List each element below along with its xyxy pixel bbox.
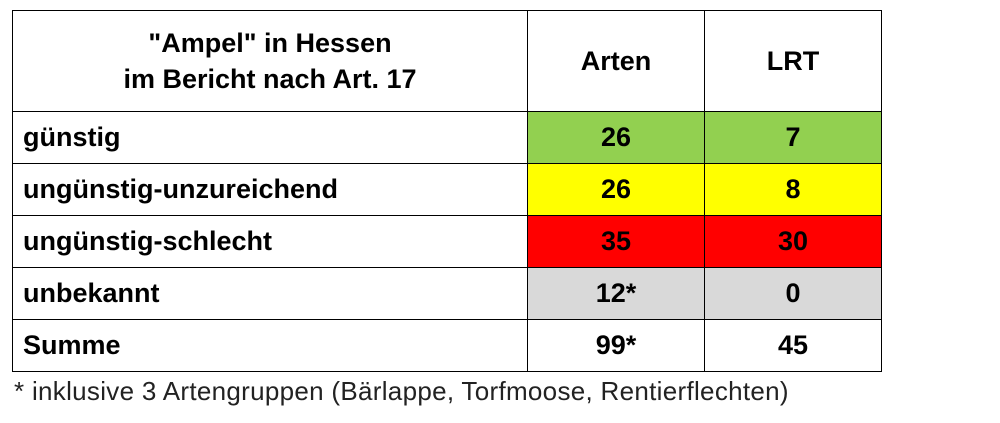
row: ungünstig-schlecht 35 30 xyxy=(12,215,882,268)
column-header: LRT xyxy=(704,10,882,112)
row: günstig 26 7 xyxy=(12,111,882,164)
cell: 45 xyxy=(704,319,882,372)
title-line: "Ampel" in Hessen xyxy=(148,28,392,58)
cell: 35 xyxy=(527,215,705,268)
cell: 99* xyxy=(527,319,705,372)
header-row: "Ampel" in Hessen im Bericht nach Art. 17… xyxy=(12,10,882,112)
row-label: ungünstig-schlecht xyxy=(12,215,528,268)
row-label: günstig xyxy=(12,111,528,164)
cell: 26 xyxy=(527,111,705,164)
row-label: ungünstig-unzureichend xyxy=(12,163,528,216)
footnote: * inklusive 3 Artengruppen (Bärlappe, To… xyxy=(14,376,789,406)
cell: 26 xyxy=(527,163,705,216)
cell: 12* xyxy=(527,267,705,320)
cell: 7 xyxy=(704,111,882,164)
status-table: "Ampel" in Hessen im Bericht nach Art. 17… xyxy=(12,10,882,372)
row-label: Summe xyxy=(12,319,528,372)
row-label: unbekannt xyxy=(12,267,528,320)
column-header: Arten xyxy=(527,10,705,112)
header-title: "Ampel" in Hessen im Bericht nach Art. 17 xyxy=(12,10,528,112)
title-line: im Bericht nach Art. 17 xyxy=(123,64,417,94)
cell: 0 xyxy=(704,267,882,320)
row: Summe 99* 45 xyxy=(12,319,882,372)
row: unbekannt 12* 0 xyxy=(12,267,882,320)
cell: 8 xyxy=(704,163,882,216)
cell: 30 xyxy=(704,215,882,268)
row: ungünstig-unzureichend 26 8 xyxy=(12,163,882,216)
